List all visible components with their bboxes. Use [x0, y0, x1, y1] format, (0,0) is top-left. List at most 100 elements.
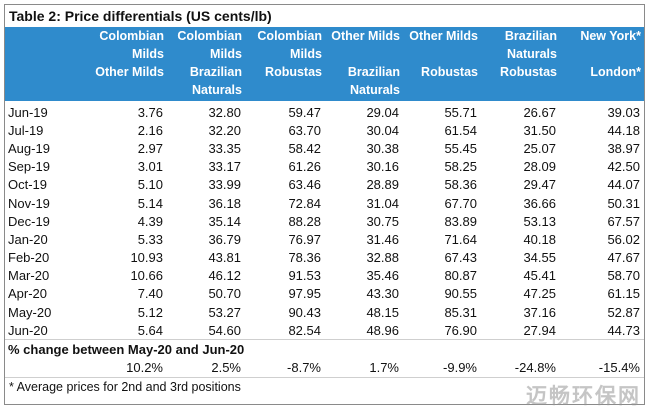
- column-header-line: Naturals: [191, 83, 242, 97]
- value-cell: 5.64: [137, 322, 163, 338]
- value-cell: 55.45: [444, 140, 477, 156]
- row-month: Mar-20: [8, 268, 50, 284]
- change-values-row: 10.2% 2.5% -8.7% 1.7% -9.9% -24.8% -15.4…: [5, 359, 644, 377]
- change-cell: -8.7%: [287, 360, 321, 376]
- table-row: Feb-20 10.93 43.81 78.36 32.88 67.43 34.55 47.6…: [5, 249, 644, 267]
- value-cell: 32.20: [208, 122, 241, 138]
- column-header-colombian-vs-brazilian: Colombian Milds Brazilian Naturals: [167, 27, 245, 101]
- value-cell: 28.09: [523, 159, 556, 175]
- value-cell: 46.12: [208, 268, 241, 284]
- value-cell: 55.71: [444, 104, 477, 120]
- column-header-month: [5, 27, 89, 101]
- column-header-line: Milds: [210, 47, 242, 61]
- value-cell: 39.03: [607, 104, 640, 120]
- value-cell: 5.12: [137, 304, 163, 320]
- column-header-colombian-vs-robustas: Colombian Milds Robustas: [245, 27, 325, 101]
- value-cell: 5.33: [137, 231, 163, 247]
- value-cell: 43.30: [366, 286, 399, 302]
- table-row: Mar-20 10.66 46.12 91.53 35.46 80.87 45.41 58.7…: [5, 267, 644, 285]
- column-header-line: Milds: [132, 47, 164, 61]
- value-cell: 5.14: [137, 195, 163, 211]
- column-header-line: Brazilian: [347, 65, 400, 79]
- value-cell: 30.38: [366, 140, 399, 156]
- value-cell: 36.18: [208, 195, 241, 211]
- value-cell: 90.43: [288, 304, 321, 320]
- change-label-row: % change between May-20 and Jun-20: [5, 339, 644, 359]
- value-cell: 63.46: [288, 177, 321, 193]
- row-month: May-20: [8, 304, 52, 320]
- column-header-line: Other Milds: [331, 29, 400, 43]
- row-month: Nov-19: [8, 195, 50, 211]
- value-cell: 83.89: [444, 213, 477, 229]
- value-cell: 31.04: [366, 195, 399, 211]
- table-row: Sep-19 3.01 33.17 61.26 30.16 58.25 28.09 42.50: [5, 158, 644, 176]
- table-row: Jun-19 3.76 32.80 59.47 29.04 55.71 26.67 39.03: [5, 101, 644, 121]
- watermark-logo: 迈畅环保网: [526, 384, 641, 408]
- column-header-line: Milds: [290, 47, 322, 61]
- value-cell: 78.36: [288, 250, 321, 266]
- value-cell: 10.93: [130, 250, 163, 266]
- table-row: Apr-20 7.40 50.70 97.95 43.30 90.55 47.25 61.15: [5, 285, 644, 303]
- value-cell: 30.75: [366, 213, 399, 229]
- value-cell: 63.70: [288, 122, 321, 138]
- value-cell: 44.07: [607, 177, 640, 193]
- value-cell: 38.97: [607, 140, 640, 156]
- table-row: Jul-19 2.16 32.20 63.70 30.04 61.54 31.50 44.18: [5, 121, 644, 139]
- table-row: Aug-19 2.97 33.35 58.42 30.38 55.45 25.07 38.97: [5, 139, 644, 157]
- value-cell: 59.47: [288, 104, 321, 120]
- value-cell: 33.99: [208, 177, 241, 193]
- value-cell: 80.87: [444, 268, 477, 284]
- column-header-colombian-vs-other-milds: Colombian Milds Other Milds: [89, 27, 167, 101]
- value-cell: 42.50: [607, 159, 640, 175]
- value-cell: 31.46: [366, 231, 399, 247]
- value-cell: 3.76: [137, 104, 163, 120]
- value-cell: 44.73: [607, 322, 640, 338]
- value-cell: 61.26: [288, 159, 321, 175]
- value-cell: 47.67: [607, 250, 640, 266]
- value-cell: 56.02: [607, 231, 640, 247]
- value-cell: 76.90: [444, 322, 477, 338]
- column-header-line: [403, 45, 478, 63]
- value-cell: 27.94: [523, 322, 556, 338]
- value-cell: 67.70: [444, 195, 477, 211]
- value-cell: 58.25: [444, 159, 477, 175]
- column-header-line: [560, 45, 641, 63]
- table-row: Nov-19 5.14 36.18 72.84 31.04 67.70 36.66 50.31: [5, 194, 644, 212]
- value-cell: 97.95: [288, 286, 321, 302]
- table-row: Jun-20 5.64 54.60 82.54 48.96 76.90 27.94 44.73: [5, 321, 644, 340]
- value-cell: 3.01: [137, 159, 163, 175]
- value-cell: 45.41: [523, 268, 556, 284]
- value-cell: 32.88: [366, 250, 399, 266]
- row-month: Jun-20: [8, 322, 48, 338]
- value-cell: 25.07: [523, 140, 556, 156]
- value-cell: 40.18: [523, 231, 556, 247]
- value-cell: 44.18: [607, 122, 640, 138]
- column-header-other-milds-vs-robustas: Other Milds Robustas: [403, 27, 481, 101]
- column-header-line: London*: [590, 65, 641, 79]
- table-row: Dec-19 4.39 35.14 88.28 30.75 83.89 53.13 67.57: [5, 212, 644, 230]
- value-cell: 91.53: [288, 268, 321, 284]
- column-header-line: Robustas: [421, 65, 478, 79]
- value-cell: 54.60: [208, 322, 241, 338]
- value-cell: 35.14: [208, 213, 241, 229]
- table-row: Oct-19 5.10 33.99 63.46 28.89 58.36 29.47 44.07: [5, 176, 644, 194]
- price-differentials-table: Colombian Milds Other Milds Colombian Mi…: [5, 27, 644, 377]
- change-cell-empty: [5, 359, 89, 377]
- table-title: Table 2: Price differentials (US cents/l…: [9, 8, 272, 24]
- row-month: Jul-19: [8, 122, 44, 138]
- column-header-new-york-vs-london: New York* London*: [560, 27, 644, 101]
- column-header-line: Robustas: [500, 65, 557, 79]
- column-header-brazilian-vs-robustas: Brazilian Naturals Robustas: [481, 27, 560, 101]
- column-header-line: Naturals: [506, 47, 557, 61]
- column-header-line: Robustas: [265, 65, 322, 79]
- value-cell: 36.79: [208, 231, 241, 247]
- change-cell: -24.8%: [514, 360, 556, 376]
- change-cell: -15.4%: [598, 360, 640, 376]
- value-cell: 34.55: [523, 250, 556, 266]
- row-month: Aug-19: [8, 140, 50, 156]
- value-cell: 7.40: [137, 286, 163, 302]
- value-cell: 61.54: [444, 122, 477, 138]
- column-header-line: Other Milds: [409, 29, 478, 43]
- column-header-line: Colombian: [257, 29, 322, 43]
- column-header-other-milds-vs-brazilian: Other Milds Brazilian Naturals: [325, 27, 403, 101]
